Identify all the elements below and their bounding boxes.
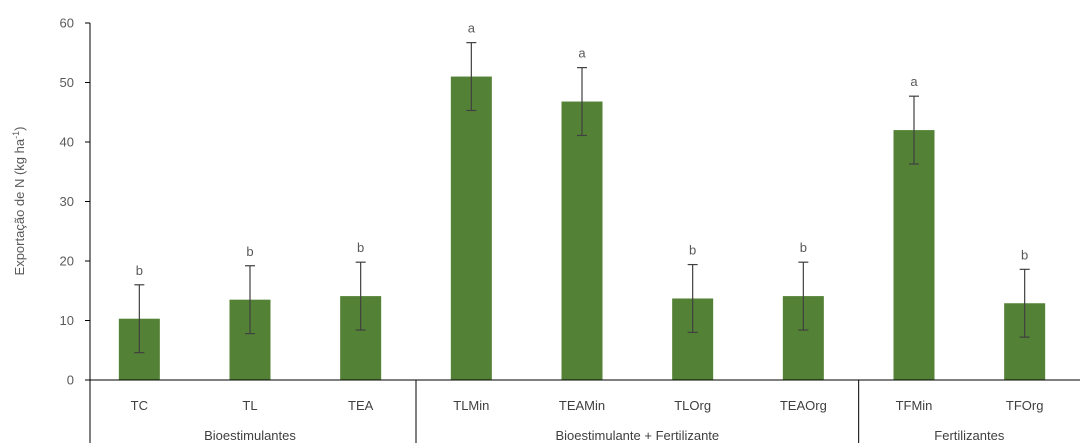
- bars: b b b a a b b a b: [118, 21, 1046, 381]
- y-axis-label-close: ): [12, 127, 27, 131]
- x-tick-label-TLMin: TLMin: [453, 398, 489, 413]
- group-label: Bioestimulante + Fertilizante: [555, 428, 719, 443]
- significance-letter-TFOrg: b: [1021, 247, 1028, 262]
- y-tick-label: 10: [60, 313, 74, 328]
- x-tick-label-TC: TC: [131, 398, 148, 413]
- y-tick-label: 0: [67, 373, 74, 388]
- significance-letter-TFMin: a: [910, 74, 918, 89]
- x-tick-label-TFOrg: TFOrg: [1006, 398, 1044, 413]
- x-tick-label-TEAMin: TEAMin: [559, 398, 605, 413]
- significance-letter-TL: b: [246, 244, 253, 259]
- y-tick-label: 50: [60, 75, 74, 90]
- y-tick-label: 60: [60, 16, 74, 31]
- bar-TLMin: [450, 76, 492, 381]
- x-tick-label-TFMin: TFMin: [896, 398, 933, 413]
- y-axis-label-main: Exportação de N (kg ha: [12, 138, 27, 275]
- significance-letter-TLMin: a: [468, 21, 476, 36]
- x-axis: TC TL TEA TLMin TEAMin TLOrg TEAOrg TFMin TFOrg B…: [89, 379, 1080, 443]
- y-axis: 0 10 20 30 40 50 60: [60, 16, 91, 388]
- group-label: Bioestimulantes: [204, 428, 296, 443]
- bar-TFMin: [893, 130, 935, 380]
- x-tick-label-TLOrg: TLOrg: [674, 398, 711, 413]
- bar-TEAMin: [561, 101, 603, 380]
- significance-letter-TC: b: [136, 263, 143, 278]
- significance-letter-TLOrg: b: [689, 243, 696, 258]
- y-tick-label: 40: [60, 135, 74, 150]
- y-axis-label-superscript: -1: [11, 131, 21, 139]
- x-tick-label-TEA: TEA: [348, 398, 374, 413]
- significance-letter-TEAOrg: b: [800, 240, 807, 255]
- y-axis-label: Exportação de N (kg ha-1): [11, 127, 27, 276]
- significance-letter-TEA: b: [357, 240, 364, 255]
- x-tick-label-TL: TL: [242, 398, 257, 413]
- x-tick-label-TEAOrg: TEAOrg: [780, 398, 827, 413]
- y-tick-label: 20: [60, 254, 74, 269]
- significance-letter-TEAMin: a: [578, 46, 586, 61]
- group-label: Fertilizantes: [934, 428, 1005, 443]
- y-tick-label: 30: [60, 194, 74, 209]
